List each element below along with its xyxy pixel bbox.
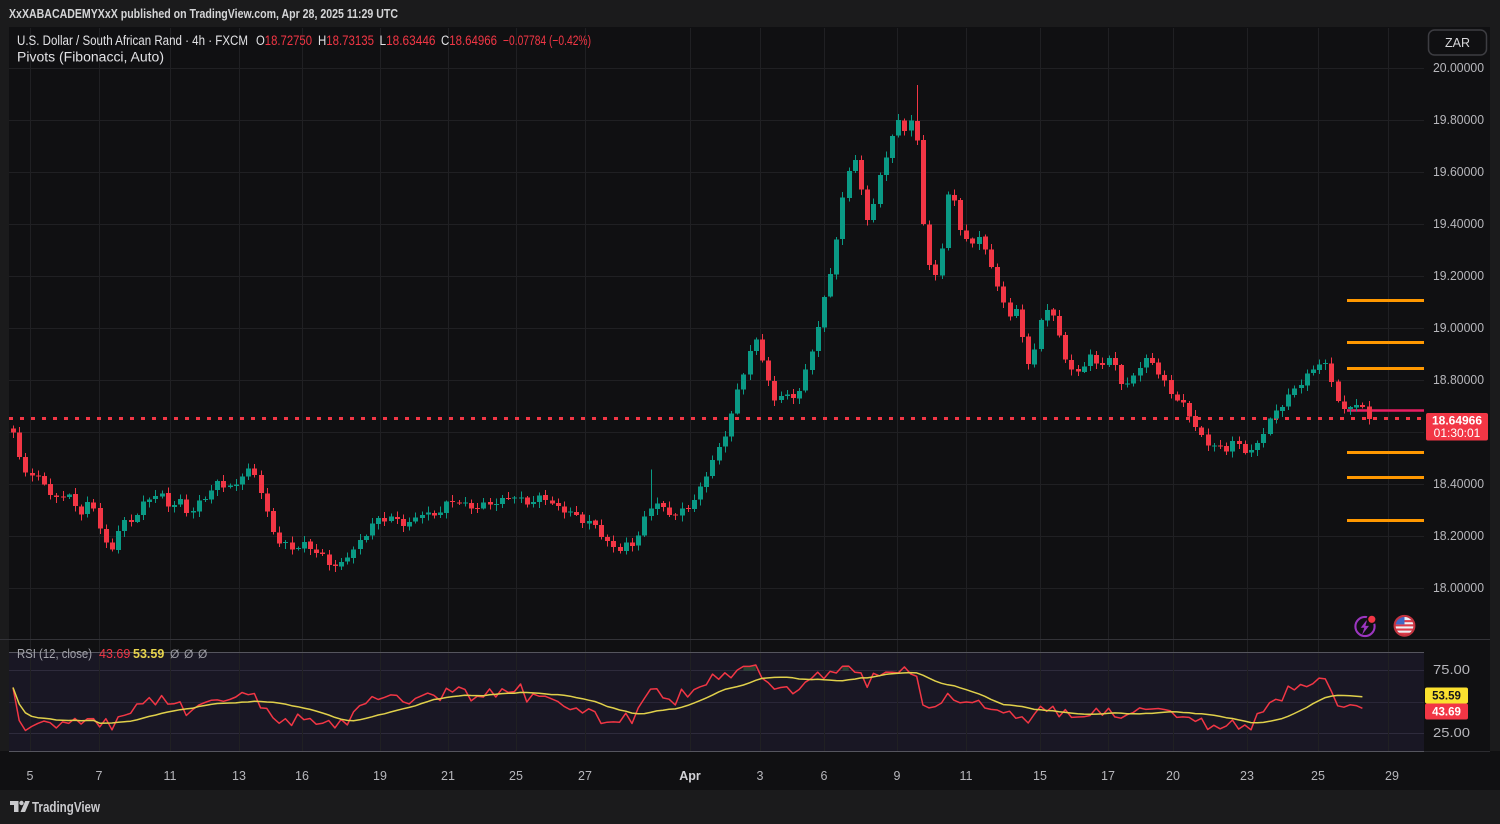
svg-text:5: 5 [27, 769, 34, 783]
svg-text:C18.64966: C18.64966 [441, 33, 497, 48]
svg-text:U.S. Dollar / South African Ra: U.S. Dollar / South African Rand · 4h · … [17, 33, 248, 48]
svg-text:53.59: 53.59 [1432, 691, 1461, 703]
svg-text:O18.72750: O18.72750 [256, 33, 312, 48]
svg-text:H18.73135: H18.73135 [318, 33, 374, 48]
svg-text:−0.07784 (−0.42%): −0.07784 (−0.42%) [503, 33, 591, 48]
svg-text:RSI (12, close): RSI (12, close) [17, 647, 92, 661]
svg-text:19: 19 [373, 769, 387, 783]
svg-text:ZAR: ZAR [1445, 36, 1470, 50]
svg-text:XxXABACADEMYXxX published on T: XxXABACADEMYXxX published on TradingView… [9, 6, 398, 21]
svg-text:17: 17 [1101, 769, 1115, 783]
svg-text:15: 15 [1033, 769, 1047, 783]
svg-text:19.80000: 19.80000 [1433, 113, 1484, 127]
svg-text:11: 11 [960, 769, 973, 783]
svg-text:18.00000: 18.00000 [1433, 581, 1484, 595]
svg-text:53.59: 53.59 [133, 647, 164, 661]
svg-text:21: 21 [441, 769, 455, 783]
svg-text:27: 27 [578, 769, 592, 783]
svg-text:3: 3 [757, 769, 764, 783]
svg-text:43.69: 43.69 [1432, 707, 1461, 719]
svg-text:19.60000: 19.60000 [1433, 165, 1484, 179]
svg-text:Ø: Ø [170, 647, 179, 661]
svg-text:43.69: 43.69 [99, 647, 130, 661]
svg-text:01:30:01: 01:30:01 [1434, 426, 1481, 440]
svg-text:75.00: 75.00 [1433, 663, 1470, 677]
svg-text:6: 6 [821, 769, 828, 783]
svg-text:TradingView: TradingView [32, 800, 101, 816]
svg-text:18.40000: 18.40000 [1433, 477, 1484, 491]
svg-text:20.00000: 20.00000 [1433, 61, 1484, 75]
svg-text:19.00000: 19.00000 [1433, 321, 1484, 335]
svg-text:25: 25 [509, 769, 523, 783]
svg-text:Pivots (Fibonacci, Auto): Pivots (Fibonacci, Auto) [17, 50, 164, 65]
svg-text:20: 20 [1166, 769, 1180, 783]
svg-text:Apr: Apr [679, 769, 701, 783]
svg-text:11: 11 [164, 769, 177, 783]
svg-text:19.20000: 19.20000 [1433, 269, 1484, 283]
svg-text:29: 29 [1385, 769, 1399, 783]
svg-text:13: 13 [232, 769, 246, 783]
svg-text:25: 25 [1311, 769, 1325, 783]
svg-text:9: 9 [894, 769, 901, 783]
svg-text:18.80000: 18.80000 [1433, 373, 1484, 387]
svg-text:18.64966: 18.64966 [1432, 414, 1482, 428]
svg-text:25.00: 25.00 [1433, 726, 1470, 740]
svg-text:23: 23 [1240, 769, 1254, 783]
svg-text:19.40000: 19.40000 [1433, 217, 1484, 231]
svg-text:7: 7 [96, 769, 103, 783]
svg-text:18.20000: 18.20000 [1433, 529, 1484, 543]
svg-text:Ø: Ø [198, 647, 207, 661]
svg-text:16: 16 [295, 769, 309, 783]
svg-text:Ø: Ø [184, 647, 193, 661]
svg-text:L18.63446: L18.63446 [380, 33, 436, 48]
